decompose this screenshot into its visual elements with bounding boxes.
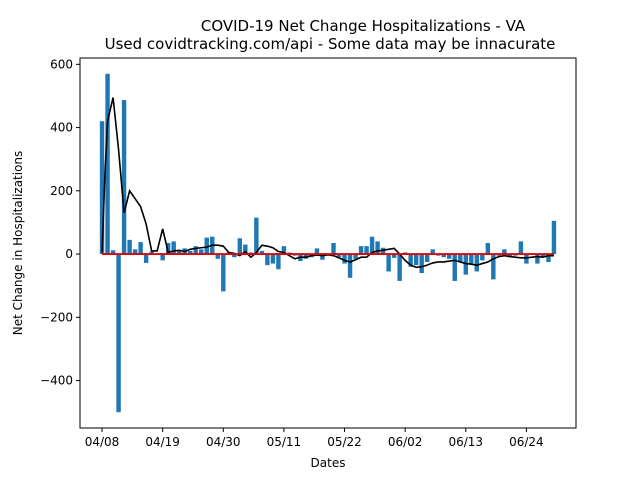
bar (138, 242, 143, 255)
y-tick-label: 400 (50, 121, 73, 135)
bar (188, 250, 193, 255)
bar (452, 254, 457, 281)
x-tick-label: 04/08 (85, 435, 120, 449)
x-axis: 04/08 04/19 04/30 05/11 05/22 06/02 06/13 06/24 (85, 428, 544, 449)
bar (254, 217, 259, 255)
bar (99, 121, 105, 255)
bar (397, 254, 402, 281)
bar (425, 254, 430, 262)
bar (430, 249, 435, 255)
bar (419, 254, 424, 274)
y-tick-label: 600 (50, 57, 73, 71)
y-axis: −400 −200 0 200 400 600 (40, 57, 80, 388)
bar (485, 243, 491, 255)
bar (105, 73, 110, 255)
bar (221, 254, 226, 292)
x-tick-label: 06/13 (448, 435, 483, 449)
bar (259, 250, 265, 255)
bar (121, 100, 127, 255)
bar (177, 250, 182, 255)
y-tick-label: −400 (40, 374, 73, 388)
bar (215, 254, 220, 259)
bar (127, 239, 132, 255)
y-tick-label: −200 (40, 310, 73, 324)
bar (447, 254, 452, 259)
x-tick-label: 06/24 (509, 435, 544, 449)
bar (265, 254, 270, 266)
bar (320, 254, 325, 260)
x-axis-label: Dates (311, 456, 346, 470)
y-tick-label: 200 (50, 184, 73, 198)
bar (270, 254, 276, 264)
bar (551, 220, 557, 255)
bar (281, 246, 287, 255)
x-tick-label: 04/30 (206, 435, 241, 449)
bar (149, 251, 154, 255)
bar (116, 254, 121, 413)
chart-subtitle: Used covidtracking.com/api - Some data m… (105, 35, 556, 53)
x-tick-label: 04/19 (145, 435, 180, 449)
bar (353, 254, 358, 259)
bar (391, 254, 397, 258)
x-tick-label: 06/02 (388, 435, 423, 449)
bar (535, 254, 540, 264)
chart-title: COVID-19 Net Change Hospitalizations - V… (201, 17, 526, 35)
bar (458, 254, 463, 262)
bar (193, 246, 198, 255)
bar (413, 254, 419, 266)
bar (546, 254, 551, 262)
bar (160, 254, 165, 261)
bar (474, 254, 480, 272)
trend-line (101, 97, 554, 269)
bar (518, 241, 524, 255)
bar (375, 241, 380, 255)
bar (507, 254, 513, 258)
bar (358, 246, 364, 255)
bar (502, 249, 507, 255)
bar (347, 254, 353, 278)
bar (199, 249, 204, 255)
bar (110, 250, 116, 255)
bar (469, 254, 474, 264)
bar (143, 254, 149, 263)
bar (386, 254, 391, 272)
x-tick-label: 05/11 (267, 435, 302, 449)
bar (369, 236, 375, 255)
bar (364, 246, 369, 255)
plot-area (99, 73, 557, 413)
bar (132, 249, 138, 255)
bar (540, 254, 546, 258)
bar (204, 237, 209, 255)
bar (336, 254, 342, 258)
bar (441, 254, 446, 258)
bar (171, 241, 176, 255)
bar (243, 244, 248, 255)
bar (276, 254, 281, 270)
bar (342, 254, 347, 264)
bar (232, 254, 237, 258)
bar (314, 248, 320, 255)
plot-frame (79, 57, 577, 429)
x-tick-label: 05/22 (327, 435, 362, 449)
y-axis-label: Net Change in Hospitalizations (11, 151, 25, 336)
bar (237, 238, 243, 255)
bar (524, 254, 529, 264)
bar (491, 254, 496, 280)
bar (331, 243, 336, 255)
bar (165, 243, 171, 255)
y-tick-label: 0 (65, 247, 73, 261)
bar (480, 254, 485, 261)
bar (408, 254, 413, 267)
